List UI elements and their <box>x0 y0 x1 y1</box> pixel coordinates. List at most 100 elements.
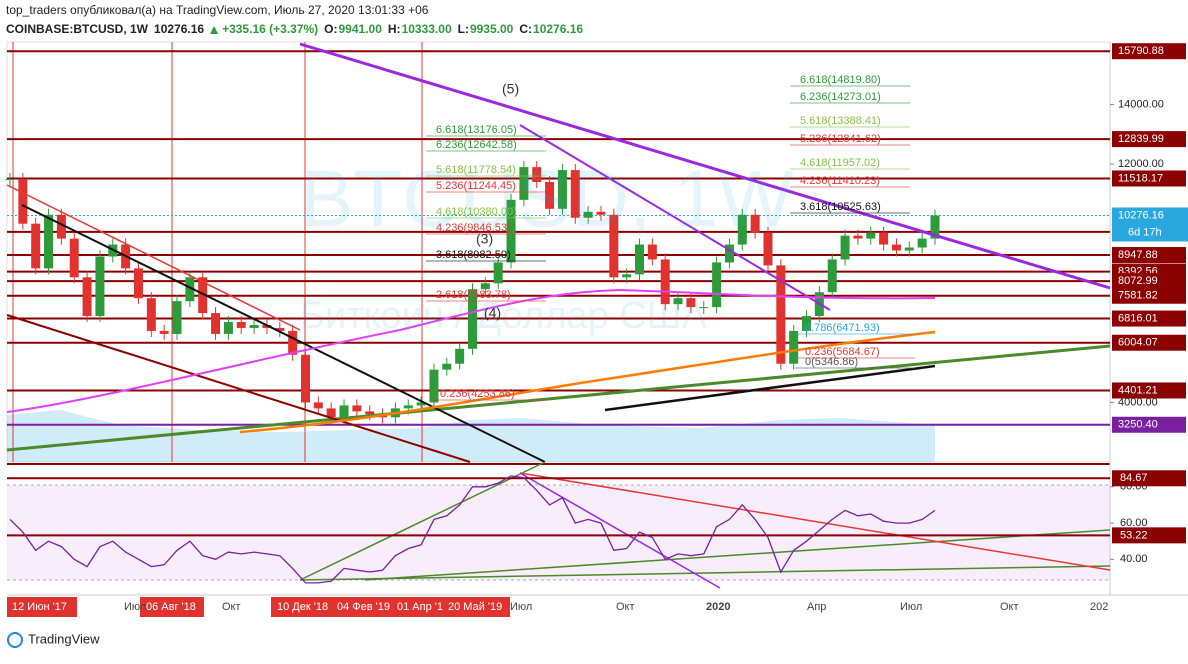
candle <box>673 298 683 305</box>
candle <box>313 402 323 409</box>
x-tick-label: Апр <box>807 601 826 613</box>
candle <box>442 363 452 370</box>
level-label: 8947.88 <box>1118 249 1158 261</box>
ohlc-name: O: <box>324 22 337 36</box>
candle <box>223 322 233 334</box>
header-field: 9935.00 <box>470 22 514 36</box>
level-label: 6004.07 <box>1118 337 1158 349</box>
candle <box>506 199 516 263</box>
candle <box>300 354 310 403</box>
x-tick-label: Окт <box>616 601 635 613</box>
level-label-box <box>1112 273 1186 290</box>
level-label-box <box>1112 334 1186 351</box>
x-tick-label: 12 Июн '17 <box>12 601 67 613</box>
candle <box>917 238 927 248</box>
up-arrow <box>210 26 219 34</box>
candle <box>737 214 747 245</box>
candle <box>647 244 657 260</box>
rsi-level-label: 53.22 <box>1120 529 1148 541</box>
fib-label: 4.236(11410.23) <box>800 175 880 187</box>
candle <box>185 277 195 302</box>
rsi-line <box>9 475 936 584</box>
level-label: 12839.99 <box>1118 133 1164 145</box>
date-highlight <box>271 597 510 617</box>
x-tick-label: 04 Фев '19 <box>337 601 390 613</box>
header-field: 10276.16 <box>154 22 204 36</box>
rsi-trend-line <box>364 529 1111 581</box>
date-highlight <box>7 597 77 617</box>
fib-label: 6.236(12642.58) <box>436 139 517 151</box>
candle <box>891 244 901 251</box>
candle <box>326 408 336 418</box>
ohlc-name: C: <box>519 22 532 36</box>
candle <box>789 330 799 364</box>
candle <box>288 330 298 355</box>
last-price-box <box>1112 207 1188 242</box>
candle <box>275 327 285 331</box>
candle <box>557 170 567 209</box>
watermark: BTCUSD, 1W <box>300 154 794 243</box>
candle <box>866 232 876 239</box>
candle <box>660 259 670 305</box>
candle <box>403 405 413 409</box>
last-price-label: 10276.16 <box>1118 209 1164 221</box>
x-tick-label: 202 <box>1090 601 1108 613</box>
level-label-box <box>1112 131 1186 148</box>
x-tick-label: 10 Дек '18 <box>277 601 328 613</box>
candle <box>750 214 760 233</box>
candle <box>82 277 92 317</box>
x-tick-label: Окт <box>1000 601 1019 613</box>
candle <box>609 214 619 278</box>
wave-label: (3) <box>476 231 493 247</box>
level-label: 7581.82 <box>1118 290 1158 302</box>
candle <box>236 322 246 328</box>
rsi-trend-line <box>299 461 546 581</box>
trend-line <box>519 124 831 311</box>
rsi-trend-line <box>299 565 1111 581</box>
x-tick-label: Окт <box>222 601 241 613</box>
candle <box>339 405 349 418</box>
y-tick-label: 4000.00 <box>1118 396 1158 408</box>
candle <box>95 256 105 317</box>
x-tick-label: 01 Апр '1 <box>397 601 443 613</box>
candle <box>455 348 465 364</box>
rsi-trend-line <box>519 472 1111 571</box>
fib-label: 3.618(10525.63) <box>800 201 881 213</box>
trend-line <box>604 364 936 412</box>
level-label-box <box>1112 43 1186 60</box>
wave-label: (5) <box>502 81 519 97</box>
author-line: top_traders опубликовал(а) на TradingVie… <box>6 3 429 17</box>
header-field: 10276.16 <box>533 22 583 36</box>
rsi-tick-label: 60.00 <box>1120 517 1148 529</box>
candle <box>5 179 15 181</box>
level-label: 15790.88 <box>1118 45 1164 57</box>
candle <box>519 167 529 200</box>
fib-label: 5.618(13388.41) <box>800 115 881 127</box>
candle <box>712 262 722 308</box>
y-tick-label: 14000.00 <box>1118 98 1164 110</box>
wave-label: (4) <box>484 305 501 321</box>
moving-average <box>6 288 936 413</box>
candle <box>840 235 850 260</box>
fib-label: 0.236(4253.86) <box>440 388 515 400</box>
candle <box>146 298 156 331</box>
candle <box>724 244 734 263</box>
fib-label: 6.236(14273.01) <box>800 91 881 103</box>
logo-icon <box>7 632 23 648</box>
candle <box>776 265 786 364</box>
rsi-level-box <box>1112 470 1186 487</box>
logo: TradingView <box>7 631 100 648</box>
rsi-band <box>7 485 1110 580</box>
candle <box>198 277 208 314</box>
candle <box>159 330 169 334</box>
candle <box>930 215 940 239</box>
level-label: 3250.40 <box>1118 419 1158 431</box>
level-label-box <box>1112 170 1186 187</box>
candle <box>622 274 632 278</box>
level-label: 6816.01 <box>1118 312 1158 324</box>
candle <box>583 211 593 218</box>
x-tick-label: 20 Май '19 <box>448 601 502 613</box>
rsi-tick-label: 40.00 <box>1120 553 1148 565</box>
candle <box>570 170 580 218</box>
